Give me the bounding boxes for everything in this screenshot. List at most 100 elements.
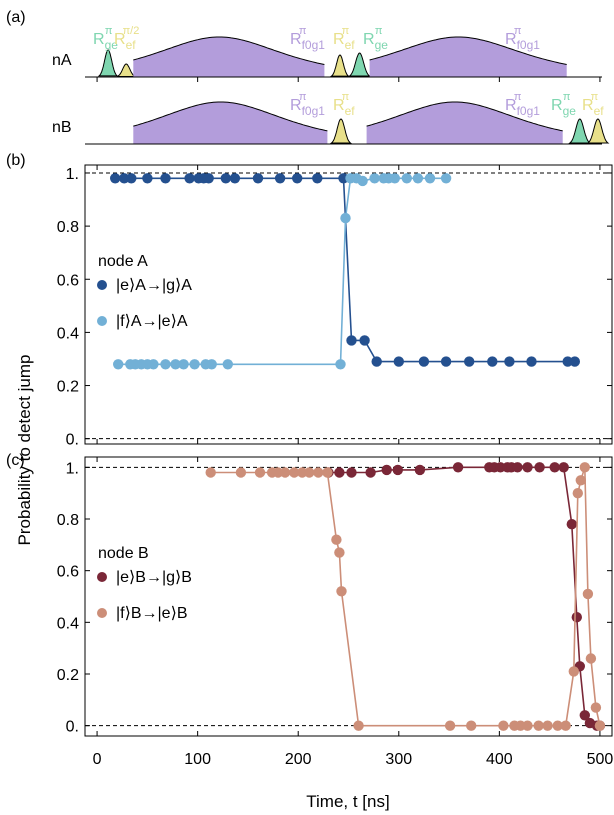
data-point (389, 173, 400, 184)
pulse-label-na-4-sup: π (375, 25, 383, 37)
y-tick-label: 1. (66, 166, 79, 183)
data-point (552, 720, 563, 731)
x-tick-label: 0 (93, 751, 102, 768)
data-point (522, 462, 533, 473)
pulse-rf0g1-na-2-outline (369, 36, 567, 65)
data-point (369, 173, 380, 184)
y-tick-label: 0.2 (57, 667, 79, 684)
legend-marker-1 (97, 608, 107, 618)
data-point (254, 467, 266, 478)
data-point (533, 720, 544, 731)
pulse-label-na-3-sup: π (342, 25, 350, 37)
pulse-label-nb-1-sup: π (342, 91, 350, 103)
data-point (575, 475, 586, 486)
pulses-na (97, 36, 567, 77)
data-point (184, 173, 195, 184)
legend-title: node B (98, 545, 149, 562)
x-tick-label: 300 (385, 751, 412, 768)
panel-label-a: (a) (6, 9, 26, 26)
data-point (334, 467, 345, 478)
plot-frame-c (84, 456, 613, 737)
data-point (222, 359, 233, 370)
pulse-rf0g1-na-2 (369, 37, 567, 77)
pulse-label-na-4-sub: ge (375, 38, 389, 52)
data-point (235, 467, 247, 478)
series-line-0 (115, 177, 575, 363)
pulse-rf0g1-na-1-outline (133, 36, 325, 65)
data-point (359, 335, 370, 346)
data-point (113, 359, 124, 370)
data-point (560, 720, 571, 731)
data-point (572, 488, 583, 499)
pulse-label-na-5-sup: π (514, 25, 522, 37)
pulse-label-nb-2: Rf0g1π (505, 91, 540, 118)
data-point (110, 173, 121, 184)
data-point (381, 464, 392, 476)
data-point (401, 173, 412, 184)
pulse-label-nb-0-sub: f0g1 (302, 104, 326, 118)
pulse-rge-na-1 (97, 49, 119, 77)
data-point (498, 720, 509, 731)
data-point (440, 356, 452, 367)
y-tick-label: 0.4 (57, 615, 79, 632)
data-point (452, 462, 464, 473)
x-tick-label: 400 (486, 751, 513, 768)
data-point (148, 359, 159, 370)
data-point (412, 173, 424, 184)
y-tick-label: 0. (66, 719, 79, 736)
legend-b: node A |e⟩A→|g⟩A |f⟩A→|e⟩A (97, 253, 192, 330)
pulse-label-na-2-sup: π (299, 25, 307, 37)
legend-entry-1: |f⟩B→|e⟩B (116, 605, 187, 622)
data-point (542, 720, 553, 731)
pulse-rf0g1-na-1 (133, 37, 325, 77)
plot-frame-b (84, 164, 613, 445)
data-point (142, 173, 153, 184)
pulse-label-na-1-sub: ef (126, 38, 137, 52)
data-point (504, 356, 515, 367)
data-point (579, 710, 590, 721)
data-point (170, 359, 181, 370)
pulse-label-nb-1: Refπ (333, 91, 355, 118)
y-tick-label: 0.8 (57, 512, 79, 529)
data-point (340, 212, 351, 224)
y-tick-label: 0.6 (57, 564, 79, 581)
data-point (444, 720, 456, 731)
data-point (252, 173, 264, 184)
legend-c: node B |e⟩B→|g⟩B |f⟩B→|e⟩B (97, 545, 192, 622)
data-point (279, 467, 291, 478)
data-point (582, 588, 594, 600)
data-point (392, 464, 403, 476)
pulse-ref-nb-2 (586, 118, 610, 144)
x-axis-label: Time, t [ns] (306, 792, 389, 811)
legend-title: node A (98, 253, 148, 270)
data-point (322, 467, 333, 478)
data-point (126, 173, 137, 184)
axis-ticks-b: 0. 0.2 0.4 0.6 0.8 1. (57, 165, 612, 449)
data-point (313, 467, 324, 478)
data-point (526, 356, 537, 367)
data-point (353, 720, 364, 731)
data-point (512, 462, 523, 473)
data-point (558, 462, 569, 473)
pulse-label-na-5-sub: f0g1 (517, 38, 541, 52)
pulse-ref-na (329, 54, 350, 77)
y-tick-label: 1. (66, 460, 79, 477)
y-tick-label: 0.4 (57, 325, 79, 342)
pulse-rf0g1-nb-1 (133, 102, 328, 144)
y-tick-label: 0.6 (57, 272, 79, 289)
data-point (274, 173, 286, 184)
axis-ticks-c: 0. 0.2 0.4 0.6 0.8 1. 0 100 200 300 400 500 (57, 457, 613, 768)
data-point (229, 173, 241, 184)
data-point (568, 666, 579, 677)
data-point (206, 359, 217, 370)
legend-marker-0 (97, 280, 107, 290)
data-point (440, 173, 452, 184)
data-point (585, 653, 597, 664)
reference-lines-b (85, 172, 612, 440)
data-point (487, 356, 498, 367)
data-point (357, 175, 368, 187)
legend-marker-1 (97, 316, 107, 326)
series-line-0 (328, 466, 600, 727)
pulse-label-nb-4-sup: π (591, 91, 599, 103)
data-point (464, 356, 475, 367)
